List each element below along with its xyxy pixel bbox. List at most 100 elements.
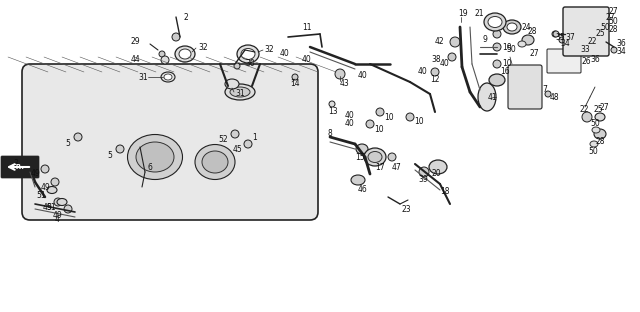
Ellipse shape	[489, 74, 505, 86]
Text: 52: 52	[218, 135, 228, 144]
Text: 45: 45	[232, 145, 242, 154]
Text: 31: 31	[235, 90, 244, 99]
Circle shape	[553, 31, 559, 37]
Ellipse shape	[47, 187, 57, 193]
Ellipse shape	[594, 129, 606, 139]
Ellipse shape	[368, 152, 382, 163]
Text: 40: 40	[345, 119, 355, 129]
Circle shape	[493, 60, 501, 68]
Circle shape	[64, 205, 72, 213]
Ellipse shape	[429, 160, 447, 174]
Text: 46: 46	[358, 186, 368, 194]
Ellipse shape	[503, 20, 521, 34]
Circle shape	[493, 43, 501, 51]
Circle shape	[335, 69, 345, 79]
Text: 50: 50	[506, 46, 516, 55]
Circle shape	[552, 31, 558, 37]
Text: 10: 10	[384, 113, 394, 121]
Circle shape	[366, 120, 374, 128]
Text: 1: 1	[252, 133, 257, 142]
Text: 40: 40	[302, 56, 312, 65]
Text: 23: 23	[402, 206, 412, 215]
Text: 20: 20	[432, 169, 442, 178]
Text: 50: 50	[608, 17, 618, 27]
Text: 39: 39	[418, 175, 428, 184]
Text: 9: 9	[482, 36, 487, 45]
Ellipse shape	[225, 79, 239, 89]
Text: 40: 40	[440, 60, 450, 69]
Ellipse shape	[57, 198, 67, 206]
Text: 28: 28	[608, 25, 618, 33]
Circle shape	[388, 153, 396, 161]
Text: 34: 34	[616, 47, 626, 56]
Ellipse shape	[127, 134, 182, 179]
Ellipse shape	[136, 142, 174, 172]
Text: 3: 3	[13, 159, 18, 168]
Circle shape	[545, 91, 551, 97]
Circle shape	[231, 130, 239, 138]
Text: 33: 33	[580, 46, 589, 55]
Text: 6: 6	[148, 163, 153, 172]
Text: 50: 50	[590, 119, 600, 129]
Text: 8: 8	[328, 129, 333, 139]
Circle shape	[292, 74, 298, 80]
Text: 26: 26	[582, 57, 591, 66]
Text: 7: 7	[542, 85, 547, 95]
Text: 17: 17	[375, 163, 385, 172]
Text: 50: 50	[588, 148, 598, 157]
Circle shape	[74, 133, 82, 141]
Ellipse shape	[592, 127, 600, 133]
Circle shape	[582, 112, 592, 122]
Text: 19: 19	[458, 9, 468, 18]
Text: 49: 49	[42, 203, 52, 212]
Text: 40: 40	[280, 50, 290, 59]
Text: 49: 49	[30, 169, 40, 178]
Circle shape	[376, 108, 384, 116]
Text: 32: 32	[264, 46, 274, 55]
Circle shape	[116, 145, 124, 153]
Ellipse shape	[230, 87, 250, 97]
Text: 27: 27	[608, 7, 618, 17]
Ellipse shape	[241, 48, 255, 60]
Text: 36: 36	[616, 40, 626, 48]
Ellipse shape	[522, 35, 534, 45]
Circle shape	[419, 167, 429, 177]
Ellipse shape	[195, 144, 235, 179]
Circle shape	[611, 47, 617, 53]
Circle shape	[51, 178, 59, 186]
Text: 49: 49	[40, 183, 50, 192]
FancyBboxPatch shape	[547, 49, 581, 73]
Text: 40: 40	[358, 71, 368, 80]
Text: 10: 10	[502, 60, 511, 69]
Ellipse shape	[595, 113, 605, 121]
Text: 38: 38	[431, 56, 441, 65]
Circle shape	[406, 113, 414, 121]
Text: 51: 51	[36, 192, 46, 201]
Ellipse shape	[225, 84, 255, 100]
Text: 51: 51	[46, 203, 56, 212]
Ellipse shape	[356, 144, 368, 154]
Text: 15: 15	[355, 153, 365, 162]
Text: 36: 36	[590, 56, 600, 65]
Text: 11: 11	[302, 23, 312, 32]
Ellipse shape	[590, 141, 598, 147]
Text: 27: 27	[605, 12, 614, 22]
Text: 2: 2	[183, 12, 188, 22]
Ellipse shape	[507, 23, 517, 31]
Text: 43: 43	[340, 80, 349, 89]
Text: 31: 31	[138, 72, 148, 81]
Text: 13: 13	[328, 108, 338, 116]
Text: 37: 37	[565, 32, 575, 41]
FancyBboxPatch shape	[563, 7, 609, 56]
Circle shape	[159, 51, 165, 57]
Text: 27: 27	[600, 103, 610, 111]
Text: 41: 41	[488, 92, 498, 101]
Circle shape	[41, 165, 49, 173]
Text: 35: 35	[555, 32, 564, 41]
Text: 21: 21	[474, 9, 484, 18]
Ellipse shape	[488, 17, 502, 27]
Text: 5: 5	[65, 139, 70, 149]
Text: 27: 27	[530, 50, 540, 59]
Ellipse shape	[179, 49, 191, 59]
Text: 10: 10	[414, 118, 424, 126]
